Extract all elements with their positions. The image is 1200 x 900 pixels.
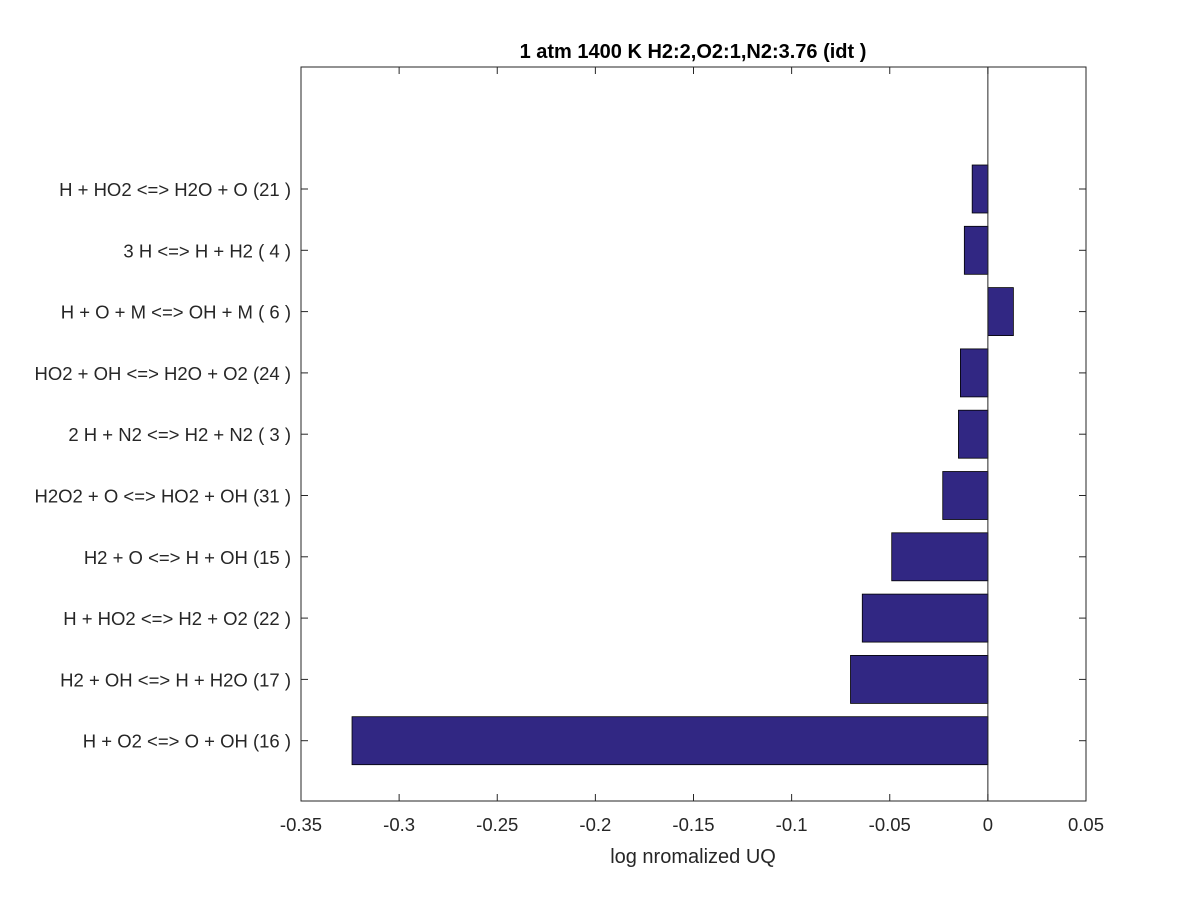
x-tick-label: 0 <box>983 814 993 835</box>
plot-area: -0.35 -0.3 -0.25 -0.2 -0.15 -0.1 -0.05 0 0.05 H … <box>34 66 1104 835</box>
x-tick-label: 0.05 <box>1068 814 1104 835</box>
bar-5 <box>958 409 989 459</box>
category-label: H2O2 + O <=> HO2 + OH (31 ) <box>34 486 291 507</box>
x-tick-label: -0.35 <box>280 814 322 835</box>
category-label: H + HO2 <=> H2O + O (21 ) <box>59 179 291 200</box>
category-label: H + O + M <=> OH + M ( 6 ) <box>61 302 291 323</box>
bars-group <box>351 164 1014 766</box>
bar-8 <box>861 593 989 643</box>
x-axis-ticks: -0.35 -0.3 -0.25 -0.2 -0.15 -0.1 -0.05 0 0.05 <box>280 67 1104 835</box>
x-tick-label: -0.2 <box>579 814 611 835</box>
bar-6 <box>942 471 989 520</box>
category-label: 3 H <=> H + H2 ( 4 ) <box>123 240 291 261</box>
y-axis-ticks: H + HO2 <=> H2O + O (21 ) 3 H <=> H + H2 … <box>34 179 1086 752</box>
x-tick-label: -0.3 <box>383 814 415 835</box>
chart-title: 1 atm 1400 K H2:2,O2:1,N2:3.76 (idt ) <box>520 41 867 63</box>
category-label: HO2 + OH <=> H2O + O2 (24 ) <box>34 363 291 384</box>
x-tick-label: -0.1 <box>776 814 808 835</box>
x-axis-label: log nromalized UQ <box>610 846 776 868</box>
x-tick-label: -0.05 <box>869 814 911 835</box>
x-tick-label: -0.25 <box>476 814 518 835</box>
bar-9 <box>850 655 989 704</box>
bar-2 <box>963 225 989 275</box>
bar-1 <box>971 164 989 214</box>
category-label: H2 + OH <=> H + H2O (17 ) <box>60 669 291 690</box>
bar-3 <box>987 287 1014 337</box>
category-label: H + O2 <=> O + OH (16 ) <box>83 731 291 752</box>
category-label: H2 + O <=> H + OH (15 ) <box>84 547 291 568</box>
category-label: 2 H + N2 <=> H2 + N2 ( 3 ) <box>68 424 291 445</box>
x-tick-label: -0.15 <box>672 814 714 835</box>
bar-4 <box>960 348 989 398</box>
category-label: H + HO2 <=> H2 + O2 (22 ) <box>63 608 291 629</box>
bar-7 <box>891 532 989 582</box>
bar-10 <box>351 716 989 766</box>
